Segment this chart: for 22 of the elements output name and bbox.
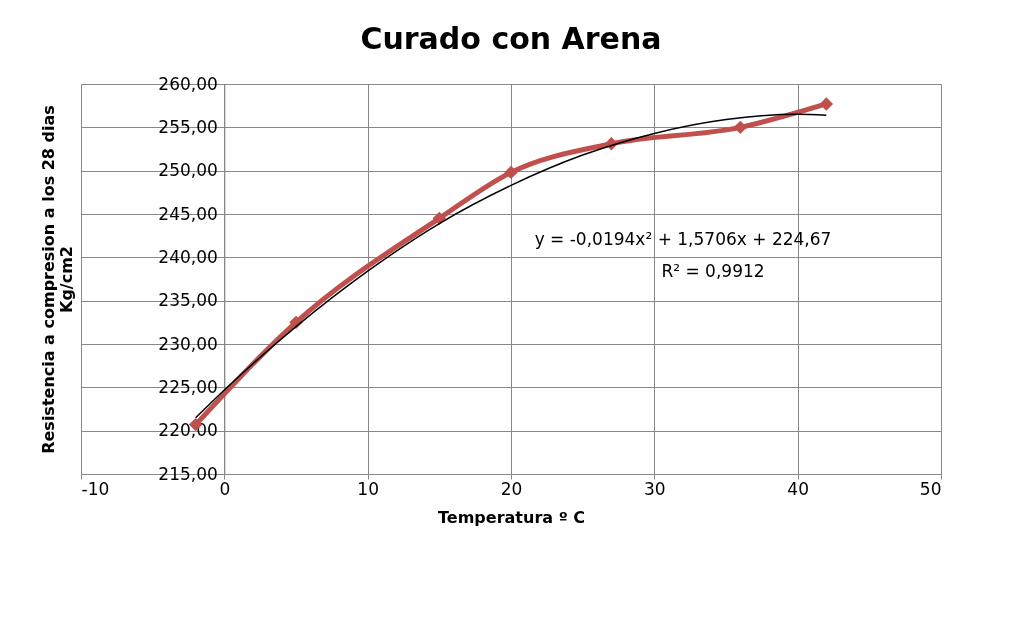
y-tick-label: 225,00 [158,376,218,397]
x-tick-label: 20 [500,478,523,499]
y-tick-label: 235,00 [158,290,218,311]
y-tick-label: 230,00 [158,333,218,354]
x-tick-label: 30 [644,478,666,499]
y-tick-label: 240,00 [158,246,218,267]
y-tick-label: 220,00 [158,420,218,441]
x-axis-title: Temperatura º C [438,507,585,527]
y-axis-title: Resistencia a compresion a los 28 dias Kg/cm2 [39,105,77,454]
chart-title: Curado con Arena [360,21,662,56]
x-tick-label: 10 [357,478,379,499]
y-tick-label: 260,00 [158,73,218,94]
y-tick-label: 245,00 [158,203,218,224]
x-tick-label: 50 [919,478,942,499]
y-tick-label: 215,00 [158,463,218,484]
annotation: y = -0,0194x² + 1,5706x + 224,67 [534,229,832,249]
y-tick-label: 250,00 [158,160,218,181]
annotation: R² = 0,9912 [661,261,765,281]
x-tick-label: 40 [787,478,809,499]
x-tick-label: -10 [81,478,110,499]
x-tick-label: 0 [219,478,231,499]
y-tick-label: 255,00 [158,116,218,137]
